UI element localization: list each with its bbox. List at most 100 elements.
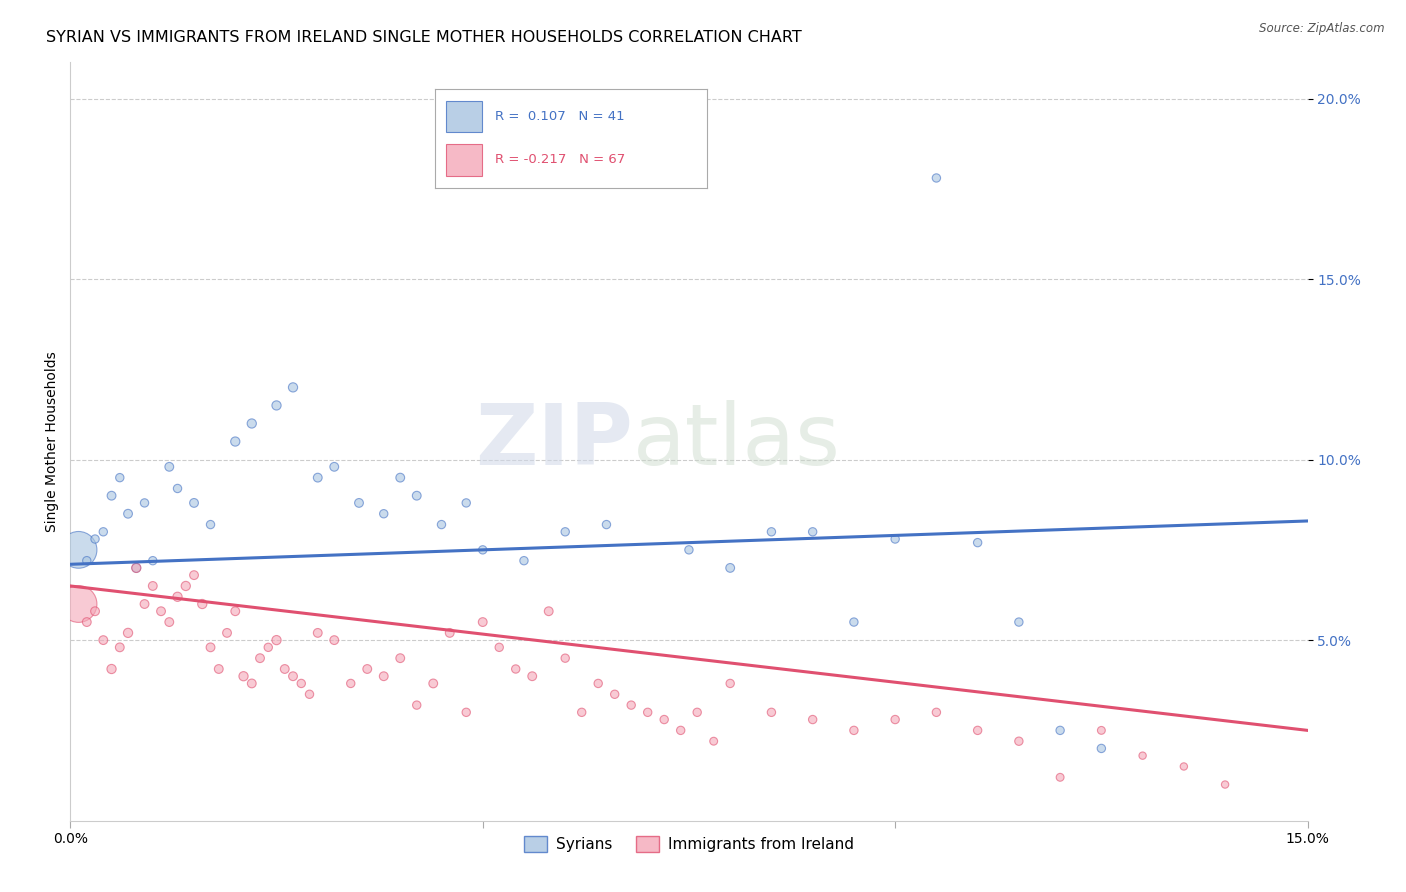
Point — [761, 706, 783, 720]
Point — [1132, 748, 1154, 763]
Point — [281, 380, 304, 394]
Point — [134, 496, 156, 510]
Point — [257, 640, 280, 655]
Point — [571, 706, 593, 720]
Point — [884, 532, 907, 546]
Point — [718, 676, 741, 690]
Point — [142, 579, 165, 593]
Point — [373, 669, 395, 683]
Point — [925, 706, 948, 720]
Point — [1049, 723, 1071, 738]
Point — [249, 651, 271, 665]
Point — [298, 687, 321, 701]
Point — [108, 640, 131, 655]
Point — [405, 698, 427, 712]
Point — [67, 597, 90, 611]
Point — [117, 626, 139, 640]
Point — [678, 542, 700, 557]
Point — [405, 489, 427, 503]
Point — [84, 532, 107, 546]
Point — [603, 687, 626, 701]
Point — [718, 561, 741, 575]
Point — [108, 470, 131, 484]
Point — [925, 171, 948, 186]
Point — [801, 524, 824, 539]
Point — [1049, 770, 1071, 784]
Point — [76, 615, 98, 629]
Point — [652, 713, 675, 727]
Point — [200, 517, 222, 532]
Point — [84, 604, 107, 618]
Point — [240, 676, 263, 690]
Point — [125, 561, 148, 575]
Point — [157, 615, 180, 629]
Point — [505, 662, 527, 676]
Point — [703, 734, 725, 748]
Point — [595, 517, 617, 532]
Point — [471, 542, 494, 557]
Point — [842, 615, 865, 629]
Point — [76, 554, 98, 568]
Point — [166, 482, 188, 496]
Text: atlas: atlas — [633, 400, 841, 483]
Point — [966, 723, 988, 738]
Y-axis label: Single Mother Households: Single Mother Households — [45, 351, 59, 532]
Point — [522, 669, 544, 683]
Point — [1213, 778, 1236, 792]
Point — [471, 615, 494, 629]
Point — [150, 604, 173, 618]
Point — [224, 604, 246, 618]
Point — [274, 662, 297, 676]
Point — [884, 713, 907, 727]
Text: Source: ZipAtlas.com: Source: ZipAtlas.com — [1260, 22, 1385, 36]
Point — [91, 633, 114, 648]
Text: SYRIAN VS IMMIGRANTS FROM IRELAND SINGLE MOTHER HOUSEHOLDS CORRELATION CHART: SYRIAN VS IMMIGRANTS FROM IRELAND SINGLE… — [45, 29, 801, 45]
Point — [801, 713, 824, 727]
Point — [281, 669, 304, 683]
Point — [430, 517, 453, 532]
Point — [232, 669, 254, 683]
Point — [307, 626, 329, 640]
Point — [142, 554, 165, 568]
Text: ZIP: ZIP — [475, 400, 633, 483]
Point — [215, 626, 238, 640]
Point — [488, 640, 510, 655]
Point — [266, 633, 288, 648]
Point — [200, 640, 222, 655]
Point — [842, 723, 865, 738]
Point — [117, 507, 139, 521]
Point — [323, 633, 346, 648]
Point — [439, 626, 461, 640]
Point — [389, 470, 412, 484]
Point — [157, 459, 180, 474]
Point — [183, 568, 205, 582]
Point — [91, 524, 114, 539]
Point — [208, 662, 231, 676]
Legend: Syrians, Immigrants from Ireland: Syrians, Immigrants from Ireland — [517, 830, 860, 858]
Point — [290, 676, 312, 690]
Point — [537, 604, 560, 618]
Point — [389, 651, 412, 665]
Point — [356, 662, 378, 676]
Point — [1090, 723, 1112, 738]
Point — [620, 698, 643, 712]
Point — [966, 535, 988, 549]
Point — [339, 676, 361, 690]
Point — [347, 496, 370, 510]
Point — [323, 459, 346, 474]
Point — [191, 597, 214, 611]
Point — [1008, 615, 1031, 629]
Point — [513, 554, 536, 568]
Point — [125, 561, 148, 575]
Point — [67, 542, 90, 557]
Point — [307, 470, 329, 484]
Point — [1090, 741, 1112, 756]
Point — [1008, 734, 1031, 748]
Point — [456, 706, 478, 720]
Point — [174, 579, 197, 593]
Point — [224, 434, 246, 449]
Point — [456, 496, 478, 510]
Point — [761, 524, 783, 539]
Point — [100, 489, 122, 503]
Point — [266, 399, 288, 413]
